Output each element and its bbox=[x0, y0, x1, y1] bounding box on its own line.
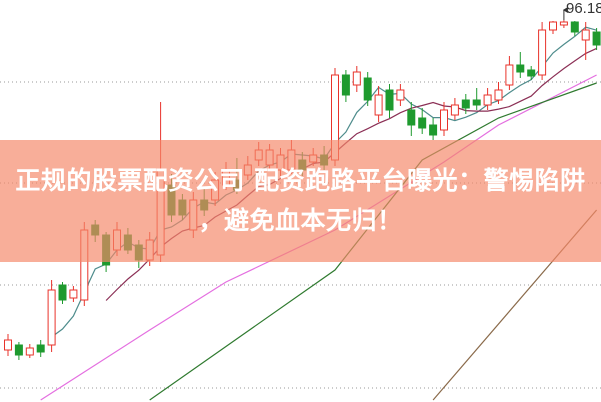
candle-body bbox=[374, 94, 383, 116]
candle-body bbox=[549, 21, 557, 31]
candle-body bbox=[516, 64, 525, 73]
banner-title-line2: ，避免血本无归！ bbox=[198, 206, 403, 235]
candle-body bbox=[559, 21, 568, 26]
candle-body bbox=[4, 339, 12, 351]
candle-body bbox=[472, 99, 481, 106]
candle-body bbox=[581, 29, 590, 41]
candle-body bbox=[25, 347, 34, 356]
candle-body bbox=[592, 31, 601, 46]
candle-body bbox=[341, 74, 350, 96]
candle-body bbox=[483, 94, 492, 106]
candle-body bbox=[505, 64, 514, 86]
candle-body bbox=[47, 289, 56, 346]
candle-body bbox=[69, 289, 78, 299]
candle-body bbox=[36, 344, 45, 353]
candle-body bbox=[461, 99, 470, 109]
candle-body bbox=[407, 109, 416, 126]
candle-body bbox=[440, 109, 448, 131]
candle-body bbox=[385, 89, 394, 111]
candle-body bbox=[494, 89, 503, 101]
candle-body bbox=[527, 69, 536, 77]
candle-body bbox=[450, 104, 459, 116]
candle-body bbox=[352, 71, 361, 86]
candle-body bbox=[570, 21, 579, 33]
banner-title-line1: 正规的股票配资公司 配资跑路平台曝光：警惕陷阱 bbox=[15, 166, 586, 195]
candle-body bbox=[418, 117, 427, 129]
candle-body bbox=[58, 284, 67, 301]
high-price-label: 96.18 bbox=[566, 0, 601, 17]
title-banner: 正规的股票配资公司 配资跑路平台曝光：警惕陷阱 ，避免血本无归！ bbox=[0, 140, 601, 262]
candle-body bbox=[14, 344, 23, 356]
candle-body bbox=[396, 89, 405, 101]
candle-body bbox=[429, 124, 438, 136]
arrow-left-icon bbox=[562, 7, 568, 13]
candle-body bbox=[363, 77, 372, 101]
candle-body bbox=[538, 29, 547, 76]
